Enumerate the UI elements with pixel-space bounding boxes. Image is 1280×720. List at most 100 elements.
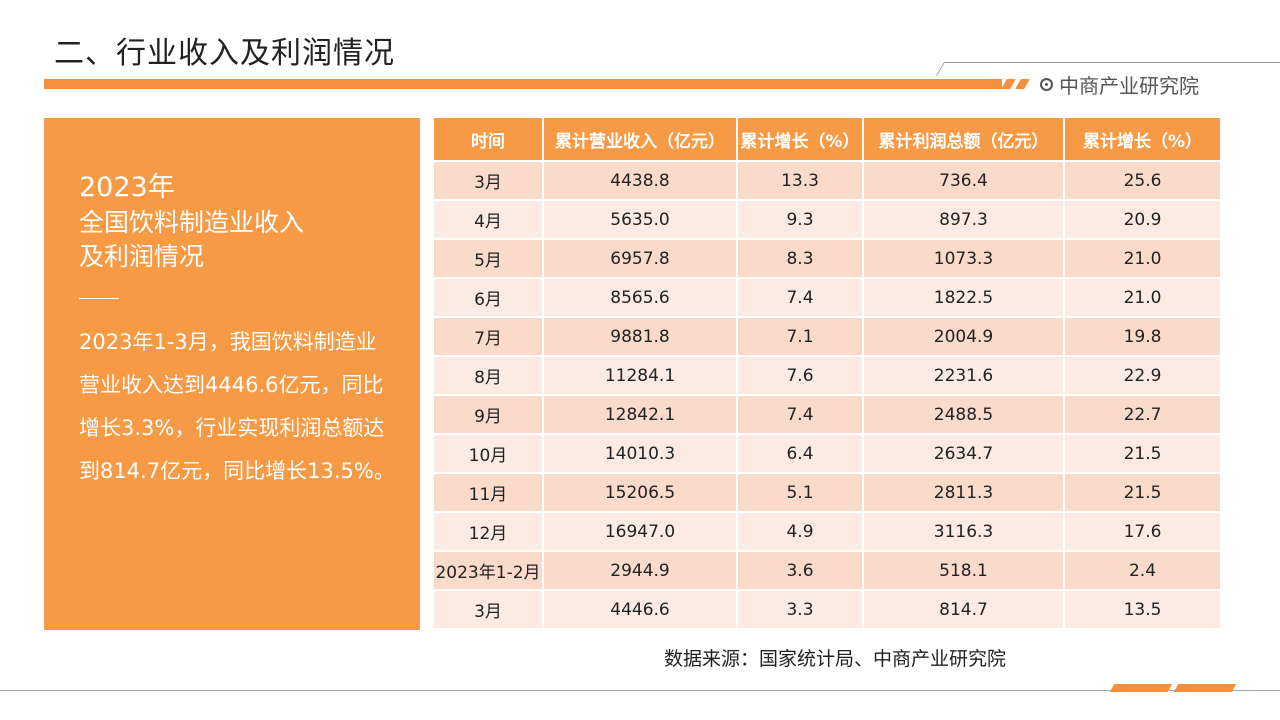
cell-revenue: 4446.6 [543,589,738,628]
cell-profit-growth: 22.9 [1064,355,1222,395]
cell-time: 6月 [434,277,544,317]
table-body: 3月 4438.8 13.3 736.4 25.6 4月 5635.0 9.3 897.3 20.… [434,160,1222,628]
table-row: 7月 9881.8 7.1 2004.9 19.8 [434,316,1222,356]
brand-name: 中商产业研究院 [1059,74,1199,98]
cell-revenue-growth: 8.3 [737,238,864,278]
cell-revenue-growth: 6.4 [737,433,864,473]
cell-revenue-growth: 9.3 [737,199,864,239]
cell-revenue: 9881.8 [543,316,738,356]
cell-profit: 3116.3 [863,511,1065,551]
header-stripes [1000,79,1032,89]
cell-profit-growth: 21.5 [1064,472,1222,512]
table-row: 10月 14010.3 6.4 2634.7 21.5 [434,433,1222,473]
cell-time: 12月 [434,511,544,551]
cell-profit: 2634.7 [863,433,1065,473]
cell-revenue: 12842.1 [543,394,738,434]
header-revenue: 累计营业收入（亿元） [543,118,738,161]
cell-revenue: 16947.0 [543,511,738,551]
header-profit-growth: 累计增长（%） [1064,118,1222,161]
cell-profit-growth: 20.9 [1064,199,1222,239]
cell-time: 5月 [434,238,544,278]
cell-profit-growth: 25.6 [1064,160,1222,200]
cell-profit: 897.3 [863,199,1065,239]
header-diagonal-line [935,62,946,76]
table-row: 3月 4446.6 3.3 814.7 13.5 [434,589,1222,628]
brand-logo: 中商产业研究院 [1040,70,1199,99]
stripe [1015,79,1030,89]
stripe [1001,79,1016,89]
cell-profit: 2488.5 [863,394,1065,434]
cell-time: 10月 [434,433,544,473]
cell-profit-growth: 21.0 [1064,238,1222,278]
cell-revenue: 8565.6 [543,277,738,317]
cell-time: 4月 [434,199,544,239]
table-row: 9月 12842.1 7.4 2488.5 22.7 [434,394,1222,434]
cell-profit-growth: 17.6 [1064,511,1222,551]
cell-time: 2023年1-2月 [434,550,544,590]
header-orange-rule [44,79,1002,89]
stripe [1173,684,1237,692]
cell-time: 11月 [434,472,544,512]
cell-revenue-growth: 7.4 [737,394,864,434]
cell-revenue-growth: 7.4 [737,277,864,317]
cell-time: 7月 [434,316,544,356]
footer-stripes [1106,684,1240,692]
panel-heading-line2: 及利润情况 [79,242,205,271]
cell-profit-growth: 21.0 [1064,277,1222,317]
cell-time: 8月 [434,355,544,395]
cell-profit-growth: 2.4 [1064,550,1222,590]
panel-divider [79,298,119,299]
panel-heading-line1: 全国饮料制造业收入 [79,208,305,237]
cell-revenue: 15206.5 [543,472,738,512]
table-row: 8月 11284.1 7.6 2231.6 22.9 [434,355,1222,395]
table-row: 3月 4438.8 13.3 736.4 25.6 [434,160,1222,200]
header-time: 时间 [434,118,544,161]
table-row: 6月 8565.6 7.4 1822.5 21.0 [434,277,1222,317]
stripe [1109,684,1173,692]
target-icon [1040,78,1053,91]
header-revenue-growth: 累计增长（%） [737,118,864,161]
cell-revenue-growth: 3.6 [737,550,864,590]
cell-profit: 814.7 [863,589,1065,628]
header-profit: 累计利润总额（亿元） [863,118,1065,161]
cell-revenue-growth: 13.3 [737,160,864,200]
table-row: 5月 6957.8 8.3 1073.3 21.0 [434,238,1222,278]
cell-profit: 736.4 [863,160,1065,200]
cell-revenue: 4438.8 [543,160,738,200]
table-row: 2023年1-2月 2944.9 3.6 518.1 2.4 [434,550,1222,590]
cell-profit-growth: 19.8 [1064,316,1222,356]
cell-time: 9月 [434,394,544,434]
cell-time: 3月 [434,589,544,628]
cell-revenue: 6957.8 [543,238,738,278]
panel-body: 2023年1-3月，我国饮料制造业营业收入达到4446.6亿元，同比增长3.3%… [79,330,395,483]
cell-revenue-growth: 4.9 [737,511,864,551]
info-panel: 2023年 全国饮料制造业收入 及利润情况 2023年1-3月，我国饮料制造业营… [44,118,420,630]
table-row: 12月 16947.0 4.9 3116.3 17.6 [434,511,1222,551]
data-table: 时间 累计营业收入（亿元） 累计增长（%） 累计利润总额（亿元） 累计增长（%）… [434,118,1222,628]
cell-profit: 1073.3 [863,238,1065,278]
cell-revenue-growth: 5.1 [737,472,864,512]
cell-revenue-growth: 3.3 [737,589,864,628]
panel-year: 2023年 [79,172,175,203]
cell-time: 3月 [434,160,544,200]
cell-profit: 2231.6 [863,355,1065,395]
cell-revenue-growth: 7.6 [737,355,864,395]
table-row: 4月 5635.0 9.3 897.3 20.9 [434,199,1222,239]
cell-profit-growth: 13.5 [1064,589,1222,628]
table-row: 11月 15206.5 5.1 2811.3 21.5 [434,472,1222,512]
data-source: 数据来源：国家统计局、中商产业研究院 [664,648,1007,670]
table-header-row: 时间 累计营业收入（亿元） 累计增长（%） 累计利润总额（亿元） 累计增长（%） [434,118,1222,161]
footer-rule [0,690,1280,691]
cell-revenue: 14010.3 [543,433,738,473]
header-thin-rule [944,62,1280,63]
cell-profit: 2004.9 [863,316,1065,356]
cell-profit-growth: 21.5 [1064,433,1222,473]
cell-revenue-growth: 7.1 [737,316,864,356]
cell-profit: 2811.3 [863,472,1065,512]
cell-revenue: 5635.0 [543,199,738,239]
cell-revenue: 2944.9 [543,550,738,590]
cell-profit: 1822.5 [863,277,1065,317]
cell-profit: 518.1 [863,550,1065,590]
cell-revenue: 11284.1 [543,355,738,395]
page-title: 二、行业收入及利润情况 [54,36,395,71]
